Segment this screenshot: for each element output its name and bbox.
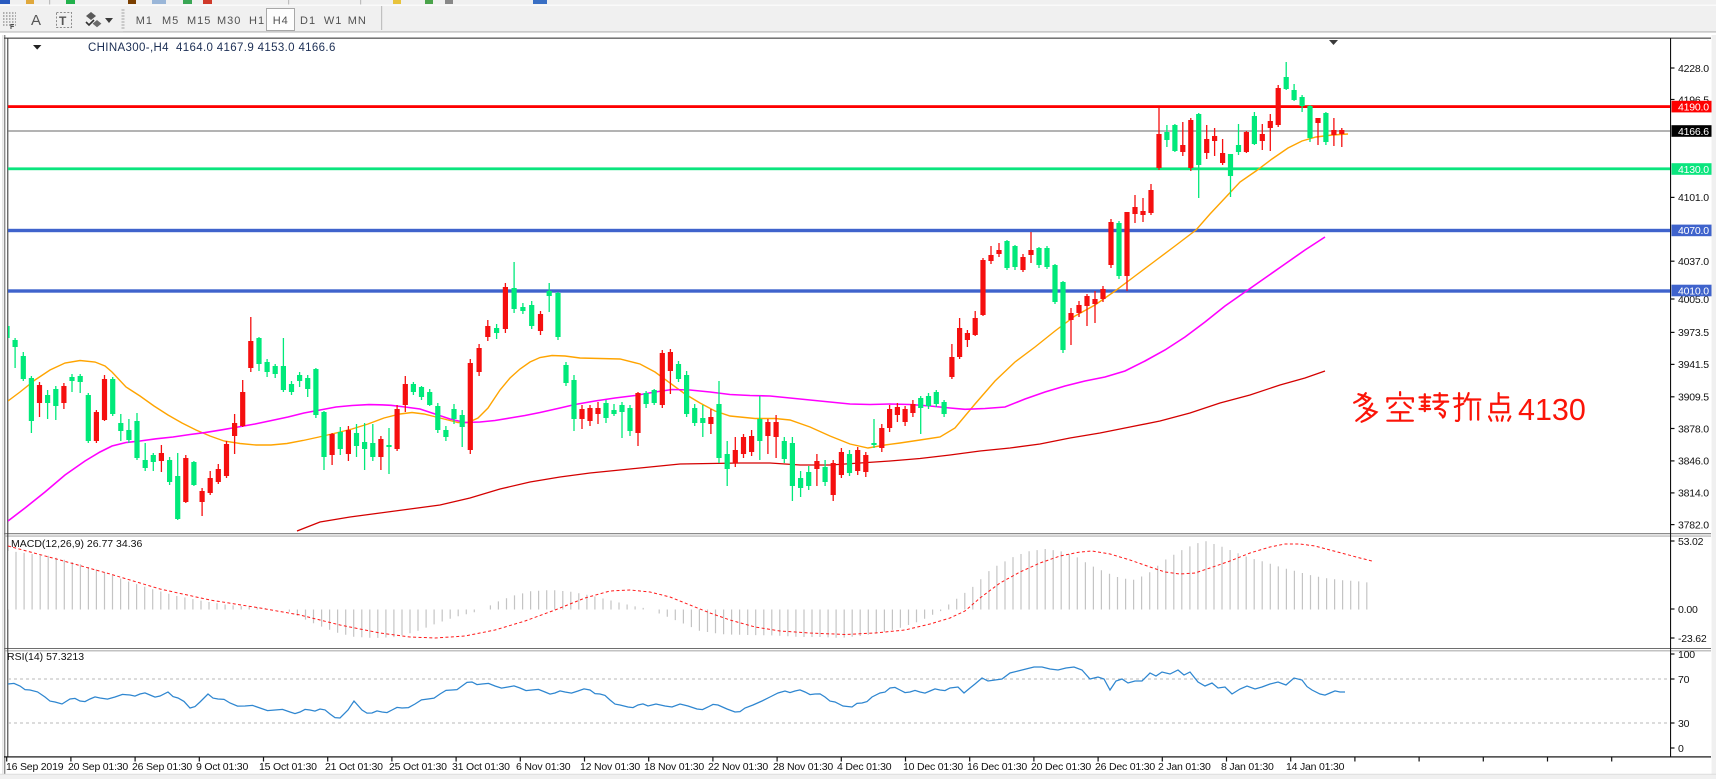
svg-text:W1: W1	[324, 15, 343, 27]
svg-text:20 Dec 01:30: 20 Dec 01:30	[1031, 761, 1091, 773]
svg-text:3846.0: 3846.0	[1678, 456, 1709, 468]
svg-text:31 Oct 01:30: 31 Oct 01:30	[452, 761, 510, 773]
svg-text:26 Dec 01:30: 26 Dec 01:30	[1095, 761, 1155, 773]
svg-text:M15: M15	[187, 15, 211, 27]
svg-text:4130: 4130	[1518, 393, 1586, 427]
svg-text:4070.0: 4070.0	[1678, 225, 1709, 237]
svg-text:M5: M5	[162, 15, 179, 27]
svg-text:3973.5: 3973.5	[1678, 327, 1709, 339]
svg-text:H4: H4	[273, 15, 289, 27]
svg-text:-23.62: -23.62	[1678, 633, 1707, 645]
svg-text:25 Oct 01:30: 25 Oct 01:30	[389, 761, 447, 773]
svg-text:20 Sep 01:30: 20 Sep 01:30	[68, 761, 128, 773]
svg-text:10 Dec 01:30: 10 Dec 01:30	[903, 761, 963, 773]
svg-text:M1: M1	[136, 15, 153, 27]
svg-text:30: 30	[1678, 718, 1690, 730]
svg-text:4228.0: 4228.0	[1678, 63, 1709, 75]
svg-text:9 Oct 01:30: 9 Oct 01:30	[196, 761, 248, 773]
svg-text:4130.0: 4130.0	[1678, 164, 1709, 176]
svg-text:RSI(14) 57.3213: RSI(14) 57.3213	[7, 651, 84, 663]
svg-text:70: 70	[1678, 674, 1690, 686]
svg-text:15 Oct 01:30: 15 Oct 01:30	[259, 761, 317, 773]
svg-text:4 Dec 01:30: 4 Dec 01:30	[837, 761, 892, 773]
svg-text:16 Sep 2019: 16 Sep 2019	[6, 761, 64, 773]
svg-text:2 Jan 01:30: 2 Jan 01:30	[1158, 761, 1211, 773]
svg-text:16 Dec 01:30: 16 Dec 01:30	[967, 761, 1027, 773]
svg-text:4101.0: 4101.0	[1678, 192, 1709, 204]
svg-text:14 Jan 01:30: 14 Jan 01:30	[1286, 761, 1345, 773]
svg-text:28 Nov 01:30: 28 Nov 01:30	[773, 761, 833, 773]
svg-text:F: F	[10, 24, 15, 31]
svg-text:H1: H1	[249, 15, 265, 27]
svg-text:3878.0: 3878.0	[1678, 423, 1709, 435]
svg-text:3782.0: 3782.0	[1678, 519, 1709, 531]
svg-text:4166.6: 4166.6	[1678, 126, 1709, 138]
svg-text:3941.5: 3941.5	[1678, 359, 1709, 371]
svg-text:T: T	[59, 14, 67, 28]
svg-text:53.02: 53.02	[1678, 536, 1704, 548]
svg-text:26 Sep 01:30: 26 Sep 01:30	[132, 761, 192, 773]
svg-text:18 Nov 01:30: 18 Nov 01:30	[644, 761, 704, 773]
svg-text:4037.0: 4037.0	[1678, 256, 1709, 268]
svg-text:21 Oct 01:30: 21 Oct 01:30	[325, 761, 383, 773]
svg-text:6 Nov 01:30: 6 Nov 01:30	[516, 761, 571, 773]
svg-text:M30: M30	[217, 15, 241, 27]
svg-text:22 Nov 01:30: 22 Nov 01:30	[708, 761, 768, 773]
svg-text:A: A	[31, 12, 41, 29]
svg-text:8 Jan 01:30: 8 Jan 01:30	[1221, 761, 1274, 773]
svg-text:D1: D1	[300, 15, 316, 27]
svg-text:3814.0: 3814.0	[1678, 488, 1709, 500]
svg-text:MN: MN	[348, 15, 367, 27]
svg-text:CHINA300-,H4 4164.0 4167.9 41: CHINA300-,H4 4164.0 4167.9 4153.0 4166.6	[88, 42, 336, 54]
svg-text:100: 100	[1678, 649, 1695, 661]
svg-text:MACD(12,26,9) 26.77 34.36: MACD(12,26,9) 26.77 34.36	[11, 538, 142, 550]
svg-text:4010.0: 4010.0	[1678, 285, 1709, 297]
svg-text:3909.5: 3909.5	[1678, 392, 1709, 404]
svg-text:4190.0: 4190.0	[1678, 101, 1709, 113]
svg-text:0: 0	[1678, 743, 1684, 755]
svg-text:12 Nov 01:30: 12 Nov 01:30	[580, 761, 640, 773]
svg-text:0.00: 0.00	[1678, 604, 1698, 616]
